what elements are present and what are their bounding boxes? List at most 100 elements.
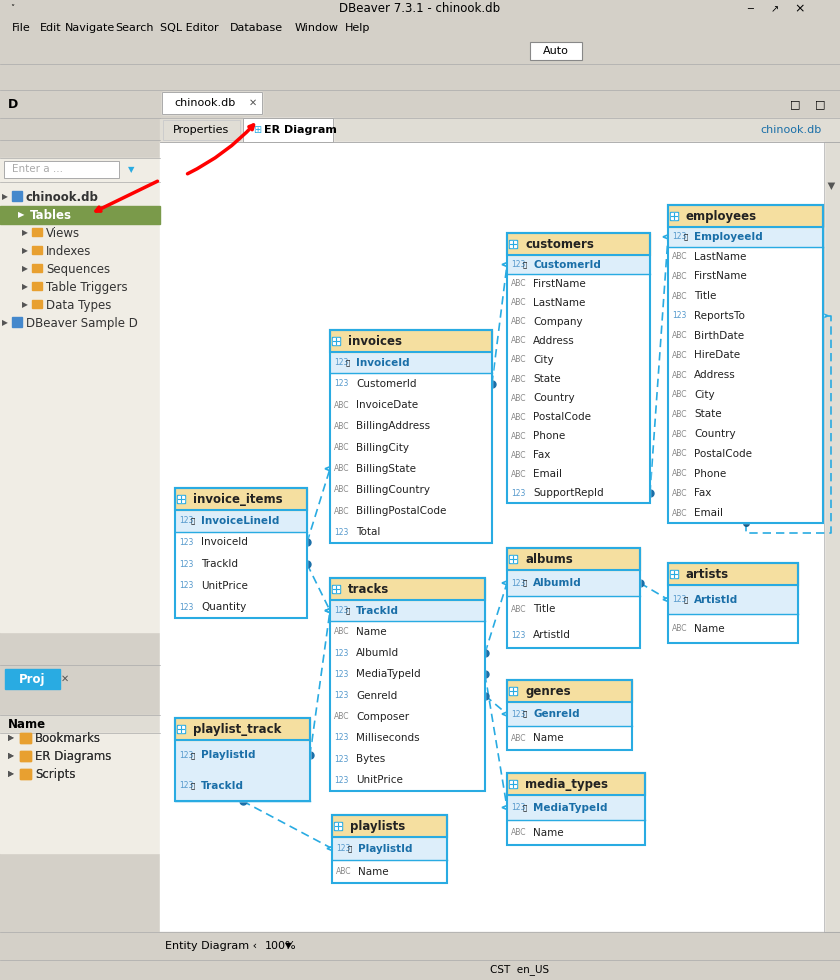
Text: Name: Name — [356, 627, 386, 637]
Bar — [668, 585, 798, 643]
Text: Phone: Phone — [533, 431, 565, 441]
Bar — [332, 815, 447, 837]
Bar — [507, 702, 632, 726]
Bar — [175, 718, 310, 740]
Bar — [32, 228, 42, 236]
Text: Table Triggers: Table Triggers — [46, 280, 128, 293]
Text: State: State — [533, 374, 560, 384]
Text: BillingState: BillingState — [356, 464, 416, 473]
Text: Sequences: Sequences — [46, 263, 110, 275]
Bar — [507, 233, 650, 255]
Text: Name: Name — [8, 717, 46, 730]
Bar — [330, 330, 492, 352]
Text: InvoiceId: InvoiceId — [356, 358, 410, 368]
Text: MediaTypeId: MediaTypeId — [533, 803, 607, 812]
Bar — [0, 140, 160, 158]
Bar — [163, 120, 240, 140]
Text: ABC: ABC — [336, 867, 351, 876]
Bar — [507, 255, 650, 274]
Bar — [163, 120, 240, 140]
Bar — [0, 90, 160, 118]
Text: 🔑: 🔑 — [191, 517, 195, 524]
Text: DBeaver 7.3.1 - chinook.db: DBeaver 7.3.1 - chinook.db — [339, 3, 501, 16]
Polygon shape — [327, 847, 337, 851]
Bar — [507, 680, 632, 750]
Text: invoices: invoices — [348, 334, 402, 348]
Text: 123: 123 — [179, 781, 193, 790]
Bar — [507, 702, 632, 750]
Bar — [330, 330, 492, 352]
Text: ▶: ▶ — [8, 769, 14, 778]
Bar — [5, 669, 60, 689]
Text: chinook.db: chinook.db — [174, 98, 235, 108]
Bar — [668, 205, 823, 523]
Text: ABC: ABC — [334, 507, 349, 515]
Bar — [0, 118, 160, 140]
Text: AlbumId: AlbumId — [533, 578, 582, 588]
Text: ABC: ABC — [511, 733, 527, 743]
Bar — [20, 751, 31, 761]
Polygon shape — [325, 609, 335, 612]
Text: ▶: ▶ — [2, 192, 8, 202]
Text: Address: Address — [533, 336, 575, 346]
Text: ABC: ABC — [672, 509, 687, 517]
Bar — [162, 92, 262, 114]
Bar — [330, 330, 492, 543]
Text: Fax: Fax — [533, 450, 550, 461]
Bar — [332, 837, 447, 860]
Text: TrackId: TrackId — [356, 606, 399, 615]
Text: chinook.db: chinook.db — [26, 190, 99, 204]
Text: 123: 123 — [511, 260, 525, 270]
Text: 123: 123 — [511, 489, 525, 498]
Text: ArtistId: ArtistId — [533, 630, 571, 640]
Bar — [670, 570, 678, 578]
Text: ABC: ABC — [334, 485, 349, 495]
Bar — [32, 282, 42, 290]
Text: Scripts: Scripts — [35, 767, 76, 780]
Text: ABC: ABC — [511, 469, 527, 479]
Text: ▶: ▶ — [8, 733, 14, 743]
Text: Milliseconds: Milliseconds — [356, 733, 420, 743]
Text: Title: Title — [694, 291, 717, 301]
Text: ABC: ABC — [672, 331, 687, 340]
Bar — [175, 718, 310, 740]
Bar — [332, 337, 340, 345]
Text: 123: 123 — [334, 528, 349, 537]
Bar — [507, 795, 645, 845]
Text: 123: 123 — [511, 578, 525, 587]
Bar — [175, 488, 307, 618]
Bar — [175, 510, 307, 618]
Text: ABC: ABC — [511, 336, 527, 345]
Bar — [668, 563, 798, 643]
Bar — [0, 733, 160, 853]
Text: InvoiceDate: InvoiceDate — [356, 400, 418, 410]
Text: 🔑: 🔑 — [522, 580, 528, 586]
Text: ABC: ABC — [334, 465, 349, 473]
Bar — [507, 570, 640, 596]
Text: media_types: media_types — [525, 777, 608, 791]
Bar — [0, 960, 840, 980]
Text: ABC: ABC — [334, 443, 349, 452]
Bar — [177, 495, 185, 503]
Text: 123: 123 — [672, 232, 686, 241]
Text: City: City — [533, 355, 554, 365]
Bar — [668, 227, 823, 523]
Text: 🔑: 🔑 — [522, 805, 528, 810]
Text: ER Diagrams: ER Diagrams — [35, 750, 112, 762]
Bar — [0, 665, 160, 693]
Bar — [20, 769, 31, 779]
Text: ABC: ABC — [672, 351, 687, 360]
Text: ABC: ABC — [334, 421, 349, 431]
Text: Country: Country — [533, 393, 575, 403]
Bar — [671, 571, 677, 577]
Text: Indexes: Indexes — [46, 244, 92, 258]
Text: PostalCode: PostalCode — [694, 449, 752, 459]
Text: ▶: ▶ — [8, 769, 14, 778]
Text: 🔑: 🔑 — [346, 608, 350, 613]
Text: 123: 123 — [179, 538, 193, 547]
Text: TrackId: TrackId — [201, 781, 244, 791]
Bar — [12, 191, 22, 201]
Bar — [175, 488, 307, 510]
Text: Views: Views — [46, 226, 80, 239]
Bar — [507, 548, 640, 570]
